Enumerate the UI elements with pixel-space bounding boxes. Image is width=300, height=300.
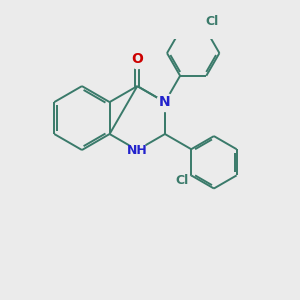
Text: Cl: Cl	[205, 15, 218, 28]
Text: Cl: Cl	[176, 174, 189, 187]
Text: NH: NH	[127, 143, 148, 157]
Text: N: N	[159, 95, 171, 109]
Text: O: O	[131, 52, 143, 66]
